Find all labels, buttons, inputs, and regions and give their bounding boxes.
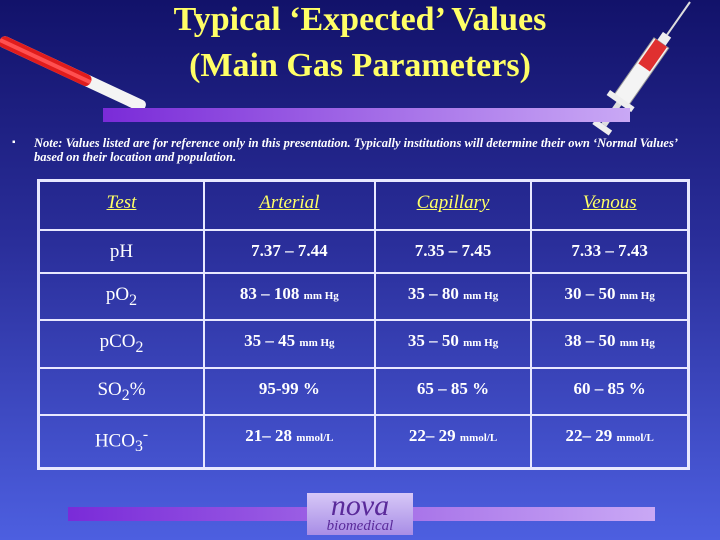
unit: mm Hg <box>299 337 335 350</box>
suffix: % <box>129 378 146 400</box>
note-text: Note: Values listed are for reference on… <box>34 136 678 164</box>
value: 22– 29 <box>408 426 456 446</box>
value-cell: 83 – 108 mm Hg <box>204 272 375 321</box>
column-header: Venous <box>531 181 688 230</box>
test-name: pCO <box>99 331 136 353</box>
unit: mm Hg <box>463 289 499 302</box>
value: 35 – 45 <box>244 331 296 351</box>
value-cell: 7.37 – 7.44 <box>204 230 375 273</box>
table-row: HCO3- 21– 28 mmol/L 22– 29 mmol/L 22– 29 mm… <box>39 415 688 468</box>
value: 30 – 50 <box>564 283 616 303</box>
value-cell: 22– 29 mmol/L <box>531 415 688 468</box>
value-cell: 21– 28 mmol/L <box>204 415 375 468</box>
test-cell: pO2 <box>39 272 204 321</box>
test-cell: pCO2 <box>39 320 204 368</box>
unit: mm Hg <box>619 289 655 302</box>
value-cell: 35 – 50 mm Hg <box>374 320 532 368</box>
value: 35 – 50 <box>407 331 459 351</box>
table-row: SO2% 95-99 % 65 – 85 % 60 – 85 % <box>39 367 688 416</box>
table-row: pCO2 35 – 45 mm Hg 35 – 50 mm Hg 38 – 50 mm… <box>39 320 688 368</box>
value-cell: 22– 29 mmol/L <box>374 415 532 468</box>
test-cell: SO2% <box>39 367 204 416</box>
value: 60 – 85 % <box>573 378 646 398</box>
value: 7.37 – 7.44 <box>251 241 328 260</box>
value: 35 – 80 <box>407 283 459 303</box>
value-cell: 7.35 – 7.45 <box>374 230 532 273</box>
thermometer <box>0 36 146 112</box>
value: 22– 29 <box>565 426 613 446</box>
column-header: Capillary <box>374 181 532 230</box>
column-header: Arterial <box>204 181 375 230</box>
unit: mmol/L <box>459 432 498 445</box>
unit: mmol/L <box>296 432 334 445</box>
table-row: pH 7.37 – 7.44 7.35 – 7.45 7.33 – 7.43 <box>39 230 688 273</box>
bullet: ▪ <box>12 137 16 148</box>
unit: mm Hg <box>619 337 655 350</box>
column-header: Test <box>39 181 204 230</box>
subscript: 2 <box>121 386 130 404</box>
value: 83 – 108 <box>239 283 300 303</box>
value-cell: 7.33 – 7.43 <box>531 230 688 273</box>
title-bar <box>103 108 630 122</box>
test-name: SO <box>97 378 122 400</box>
values-table: Test Arterial Capillary Venous pH 7.37 – 7.44… <box>37 179 690 470</box>
value: 21– 28 <box>245 426 292 446</box>
table-row: pO2 83 – 108 mm Hg 35 – 80 mm Hg 30 – 50 mm… <box>39 272 688 321</box>
value: 95-99 % <box>258 378 320 398</box>
value-cell: 30 – 50 mm Hg <box>531 272 688 321</box>
unit: mmol/L <box>616 432 654 445</box>
unit: mm Hg <box>463 337 499 350</box>
note: ▪ Note: Values listed are for reference … <box>12 136 702 164</box>
value-cell: 38 – 50 mm Hg <box>531 320 688 368</box>
unit: mm Hg <box>303 289 339 302</box>
value-cell: 60 – 85 % <box>531 367 688 416</box>
value-cell: 35 – 45 mm Hg <box>204 320 375 368</box>
value-cell: 35 – 80 mm Hg <box>374 272 532 321</box>
value-cell: 65 – 85 % <box>374 367 532 416</box>
value: 65 – 85 % <box>416 378 490 398</box>
value: 7.35 – 7.45 <box>414 241 492 260</box>
title-line: (Main Gas Parameters) <box>189 47 531 84</box>
title-line: Typical ‘Expected’ Values <box>173 1 547 38</box>
superscript: - <box>142 426 149 444</box>
header-row: Test Arterial Capillary Venous <box>39 181 688 230</box>
logo: nova biomedical <box>307 489 413 535</box>
test-name: pO <box>105 283 130 305</box>
value: 7.33 – 7.43 <box>571 241 648 260</box>
value: 38 – 50 <box>564 331 616 351</box>
test-cell: HCO3- <box>39 415 204 468</box>
test-name: HCO <box>94 430 135 452</box>
value-cell: 95-99 % <box>204 367 375 416</box>
test-name: pH <box>109 241 134 262</box>
subscript: 3 <box>134 438 143 456</box>
subscript: 2 <box>129 291 138 309</box>
logo-name: nova <box>330 489 390 522</box>
logo-sub: biomedical <box>326 518 394 534</box>
test-cell: pH <box>39 230 204 273</box>
subscript: 2 <box>135 339 144 357</box>
